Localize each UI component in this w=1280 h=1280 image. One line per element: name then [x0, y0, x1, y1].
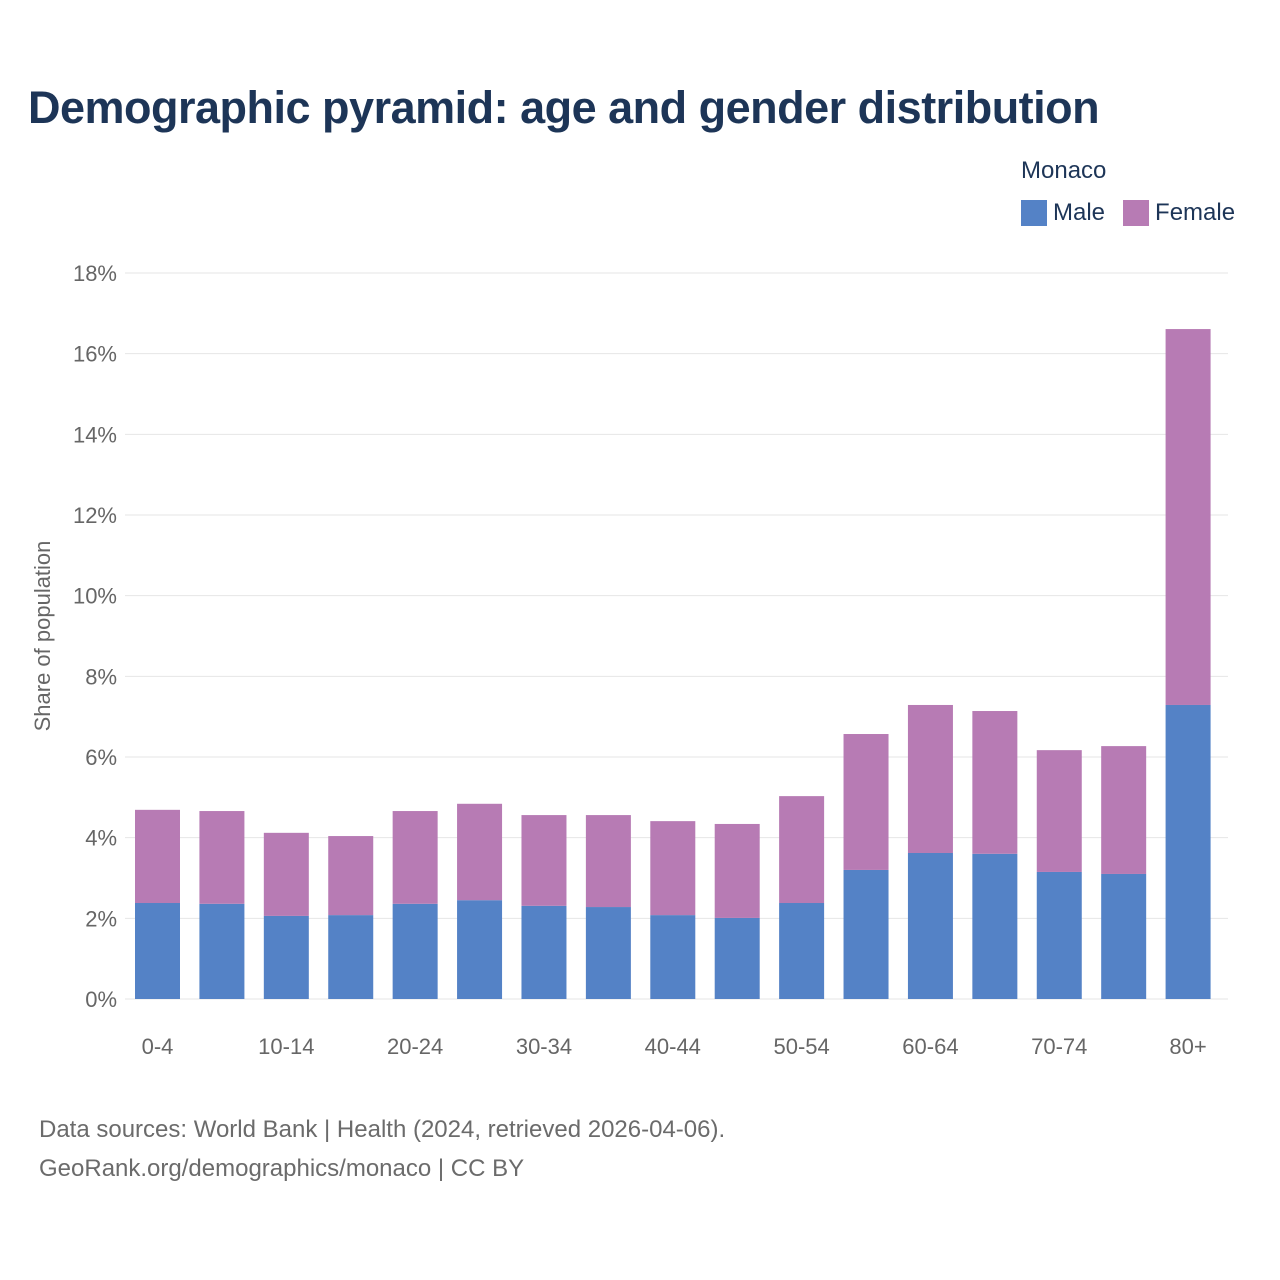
bar-female-25-29 — [457, 803, 503, 901]
bar-male-75-79 — [1101, 873, 1147, 999]
bar-male-55-59 — [843, 869, 889, 999]
y-tick-label: 12% — [73, 503, 117, 528]
legend-label-female: Female — [1155, 199, 1236, 226]
bar-female-15-19 — [328, 836, 374, 916]
chart-title: Demographic pyramid: age and gender dist… — [28, 82, 1100, 133]
bar-female-20-24 — [392, 811, 438, 904]
bar-female-60-64 — [907, 704, 953, 853]
bar-female-30-34 — [521, 815, 567, 906]
bar-male-35-39 — [585, 907, 631, 999]
legend: Male Female — [1021, 199, 1253, 227]
footer-credit: GeoRank.org/demographics/monaco | CC BY — [39, 1155, 525, 1182]
bar-female-35-39 — [585, 815, 631, 908]
x-tick-label: 60-64 — [902, 1034, 958, 1059]
y-tick-label: 0% — [85, 987, 117, 1012]
x-tick-label: 80+ — [1169, 1034, 1206, 1059]
bar-female-10-14 — [263, 832, 309, 916]
legend-item-female[interactable]: Female — [1123, 199, 1235, 227]
bar-male-20-24 — [392, 903, 438, 999]
footer-sources: Data sources: World Bank | Health (2024,… — [39, 1116, 726, 1143]
bar-male-0-4 — [135, 903, 180, 999]
bar-male-70-74 — [1036, 871, 1082, 999]
x-tick-label: 20-24 — [387, 1034, 443, 1059]
legend-title: Monaco — [1021, 157, 1107, 184]
x-tick-label: 70-74 — [1031, 1034, 1087, 1059]
bar-female-45-49 — [714, 823, 760, 918]
y-tick-label: 16% — [73, 342, 117, 367]
y-tick-label: 4% — [85, 826, 117, 851]
bar-female-50-54 — [779, 796, 825, 904]
bar-female-65-69 — [972, 711, 1018, 854]
x-tick-label: 0-4 — [142, 1034, 174, 1059]
bar-female-70-74 — [1036, 750, 1082, 872]
x-tick-label: 40-44 — [645, 1034, 701, 1059]
y-tick-label: 2% — [85, 906, 117, 931]
bar-male-30-34 — [521, 905, 567, 999]
y-tick-label: 10% — [73, 584, 117, 609]
y-tick-label: 8% — [85, 664, 117, 689]
bar-female-5-9 — [199, 811, 245, 904]
y-tick-label: 18% — [73, 261, 117, 286]
bar-female-80+ — [1165, 329, 1211, 705]
bar-male-60-64 — [907, 852, 953, 999]
bar-male-5-9 — [199, 903, 245, 999]
bar-male-25-29 — [457, 900, 503, 999]
bar-male-40-44 — [650, 915, 696, 999]
y-tick-label: 14% — [73, 422, 117, 447]
legend-swatch-male — [1021, 200, 1047, 226]
y-tick-label: 6% — [85, 745, 117, 770]
bar-female-75-79 — [1101, 746, 1147, 874]
x-tick-label: 50-54 — [773, 1034, 829, 1059]
x-tick-label: 30-34 — [516, 1034, 572, 1059]
bar-female-55-59 — [843, 734, 889, 870]
bar-male-45-49 — [714, 917, 760, 999]
legend-item-male[interactable]: Male — [1021, 199, 1105, 227]
bar-male-65-69 — [972, 853, 1018, 999]
bar-female-40-44 — [650, 821, 696, 916]
bar-male-10-14 — [263, 915, 309, 999]
bar-female-0-4 — [135, 809, 180, 904]
x-tick-label: 10-14 — [258, 1034, 314, 1059]
bar-male-15-19 — [328, 915, 374, 999]
legend-label-male: Male — [1053, 199, 1106, 226]
y-axis-label: Share of population — [30, 541, 55, 732]
bar-male-50-54 — [779, 903, 825, 999]
legend-swatch-female — [1123, 200, 1150, 226]
bar-male-80+ — [1165, 704, 1211, 999]
